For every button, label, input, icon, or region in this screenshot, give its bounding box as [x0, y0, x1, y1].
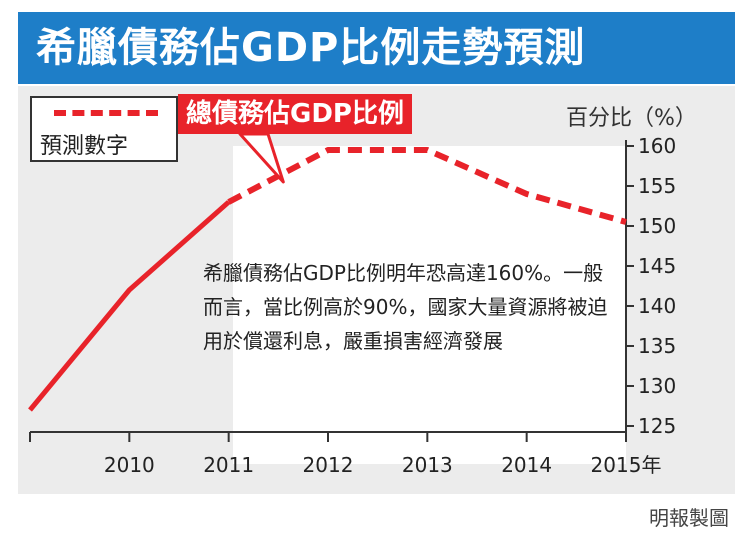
series-callout-pointer — [238, 132, 285, 184]
chart-title-banner: 希臘債務佔GDP比例走勢預測 — [18, 12, 735, 84]
y-tick-label: 135 — [638, 334, 676, 358]
y-tick-label: 155 — [638, 174, 676, 198]
plot-area-background — [233, 146, 626, 464]
y-tick-label: 125 — [638, 414, 676, 438]
chart-panel: 預測數字 總債務佔GDP比例 百分比（%） 希臘債務佔GDP比例明年恐高達160… — [18, 86, 735, 494]
annotation-note: 希臘債務佔GDP比例明年恐高達160%。一般而言，當比例高於90%，國家大量資源… — [203, 261, 608, 353]
legend-dashed-line-swatch — [54, 110, 158, 116]
x-tick-label: 2011 — [203, 453, 254, 477]
x-tick-label: 2010 — [104, 453, 155, 477]
y-axis-unit-label: 百分比（%） — [566, 106, 697, 131]
y-tick-label: 130 — [638, 374, 676, 398]
y-tick-label: 140 — [638, 294, 676, 318]
legend-label: 預測數字 — [40, 134, 129, 159]
x-tick-label: 2014 — [501, 453, 552, 477]
legend: 預測數字 — [30, 96, 178, 162]
series-line-actual — [28, 200, 231, 412]
x-tick-label: 2015年 — [591, 453, 662, 477]
chart-svg: 2010 2011 2012 2013 2014 2015年 125 130 135 140 145… — [28, 132, 676, 477]
x-tick-label: 2013 — [402, 453, 453, 477]
credit-label: 明報製圖 — [649, 506, 729, 530]
y-tick-label: 150 — [638, 214, 676, 238]
y-tick-label: 160 — [638, 134, 676, 158]
series-callout-label: 總債務佔GDP比例 — [178, 94, 412, 134]
series-line-forecast — [227, 147, 627, 225]
y-tick-label: 145 — [638, 254, 676, 278]
x-tick-label: 2012 — [303, 453, 354, 477]
